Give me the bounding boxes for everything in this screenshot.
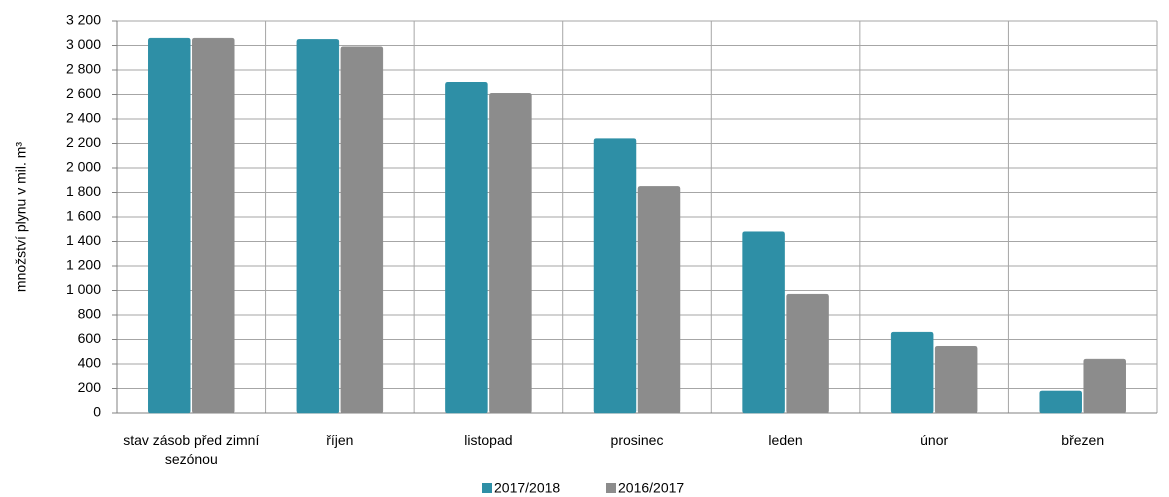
legend-swatch [482, 483, 492, 493]
x-tick-label: prosinec [610, 432, 664, 448]
bar [742, 231, 785, 414]
x-tick-label: listopad [464, 432, 513, 448]
y-tick-label: 3 200 [66, 12, 101, 28]
y-tick-label: 2 200 [66, 134, 101, 150]
x-tick-label: únor [920, 432, 949, 448]
x-tick-label: říjen [326, 432, 354, 448]
legend-swatch [606, 483, 616, 493]
bar [148, 37, 191, 414]
bar [489, 93, 532, 414]
bar [890, 331, 934, 414]
x-tick-label: březen [1061, 432, 1105, 448]
bar [786, 293, 829, 414]
x-tick-label: leden [768, 432, 803, 448]
bar [1083, 358, 1126, 414]
y-tick-label: 2 400 [66, 110, 101, 126]
bar [934, 345, 978, 414]
bar [445, 82, 488, 414]
y-tick-label: 200 [78, 379, 102, 395]
y-tick-label: 400 [78, 355, 102, 371]
bar [593, 138, 637, 414]
x-tick-label: stav zásob před zimní sezónou [123, 432, 260, 467]
y-tick-label: 1 400 [66, 232, 101, 248]
y-tick-label: 2 800 [66, 61, 101, 77]
y-tick-label: 1 800 [66, 183, 101, 199]
y-tick-label: 600 [78, 330, 102, 346]
y-tick-label: 1 200 [66, 257, 101, 273]
y-tick-label: 0 [93, 404, 101, 420]
legend-label: 2016/2017 [618, 480, 684, 496]
bar [296, 39, 340, 414]
bar [637, 186, 681, 414]
y-tick-label: 1 000 [66, 281, 101, 297]
y-tick-label: 3 000 [66, 36, 101, 52]
bar [192, 37, 235, 414]
y-tick-label: 1 600 [66, 208, 101, 224]
y-tick-label: 2 600 [66, 85, 101, 101]
bar [1039, 390, 1082, 414]
bar [340, 46, 384, 414]
y-tick-label: 2 000 [66, 159, 101, 175]
legend-label: 2017/2018 [494, 480, 560, 496]
y-axis-title: množství plynu v mil. m³ [13, 142, 29, 292]
y-tick-label: 800 [78, 306, 102, 322]
